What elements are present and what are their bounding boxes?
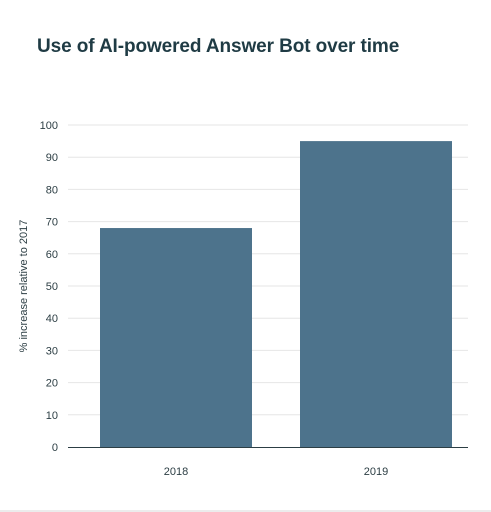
y-tick-label: 10 (46, 410, 58, 422)
y-tick-label: 80 (46, 184, 58, 196)
x-tick-label: 2018 (164, 466, 188, 478)
bar-2018 (100, 228, 252, 447)
y-tick-label: 40 (46, 313, 58, 325)
y-tick-label: 70 (46, 217, 58, 229)
y-tick-label: 30 (46, 345, 58, 357)
y-axis-ticks: 0 10 20 30 40 50 60 70 80 90 100 (40, 120, 58, 454)
chart-title: Use of AI-powered Answer Bot over time (37, 36, 400, 57)
x-axis-ticks: 2018 2019 (164, 466, 388, 478)
y-tick-label: 50 (46, 281, 58, 293)
bottom-divider (0, 510, 491, 512)
bars (100, 141, 452, 447)
x-tick-label: 2019 (364, 466, 388, 478)
y-tick-label: 20 (46, 378, 58, 390)
y-axis-title: % increase relative to 2017 (18, 220, 30, 353)
y-tick-label: 0 (52, 442, 58, 454)
y-tick-label: 60 (46, 249, 58, 261)
y-tick-label: 100 (40, 120, 58, 132)
y-tick-label: 90 (46, 152, 58, 164)
bar-2019 (300, 141, 452, 447)
